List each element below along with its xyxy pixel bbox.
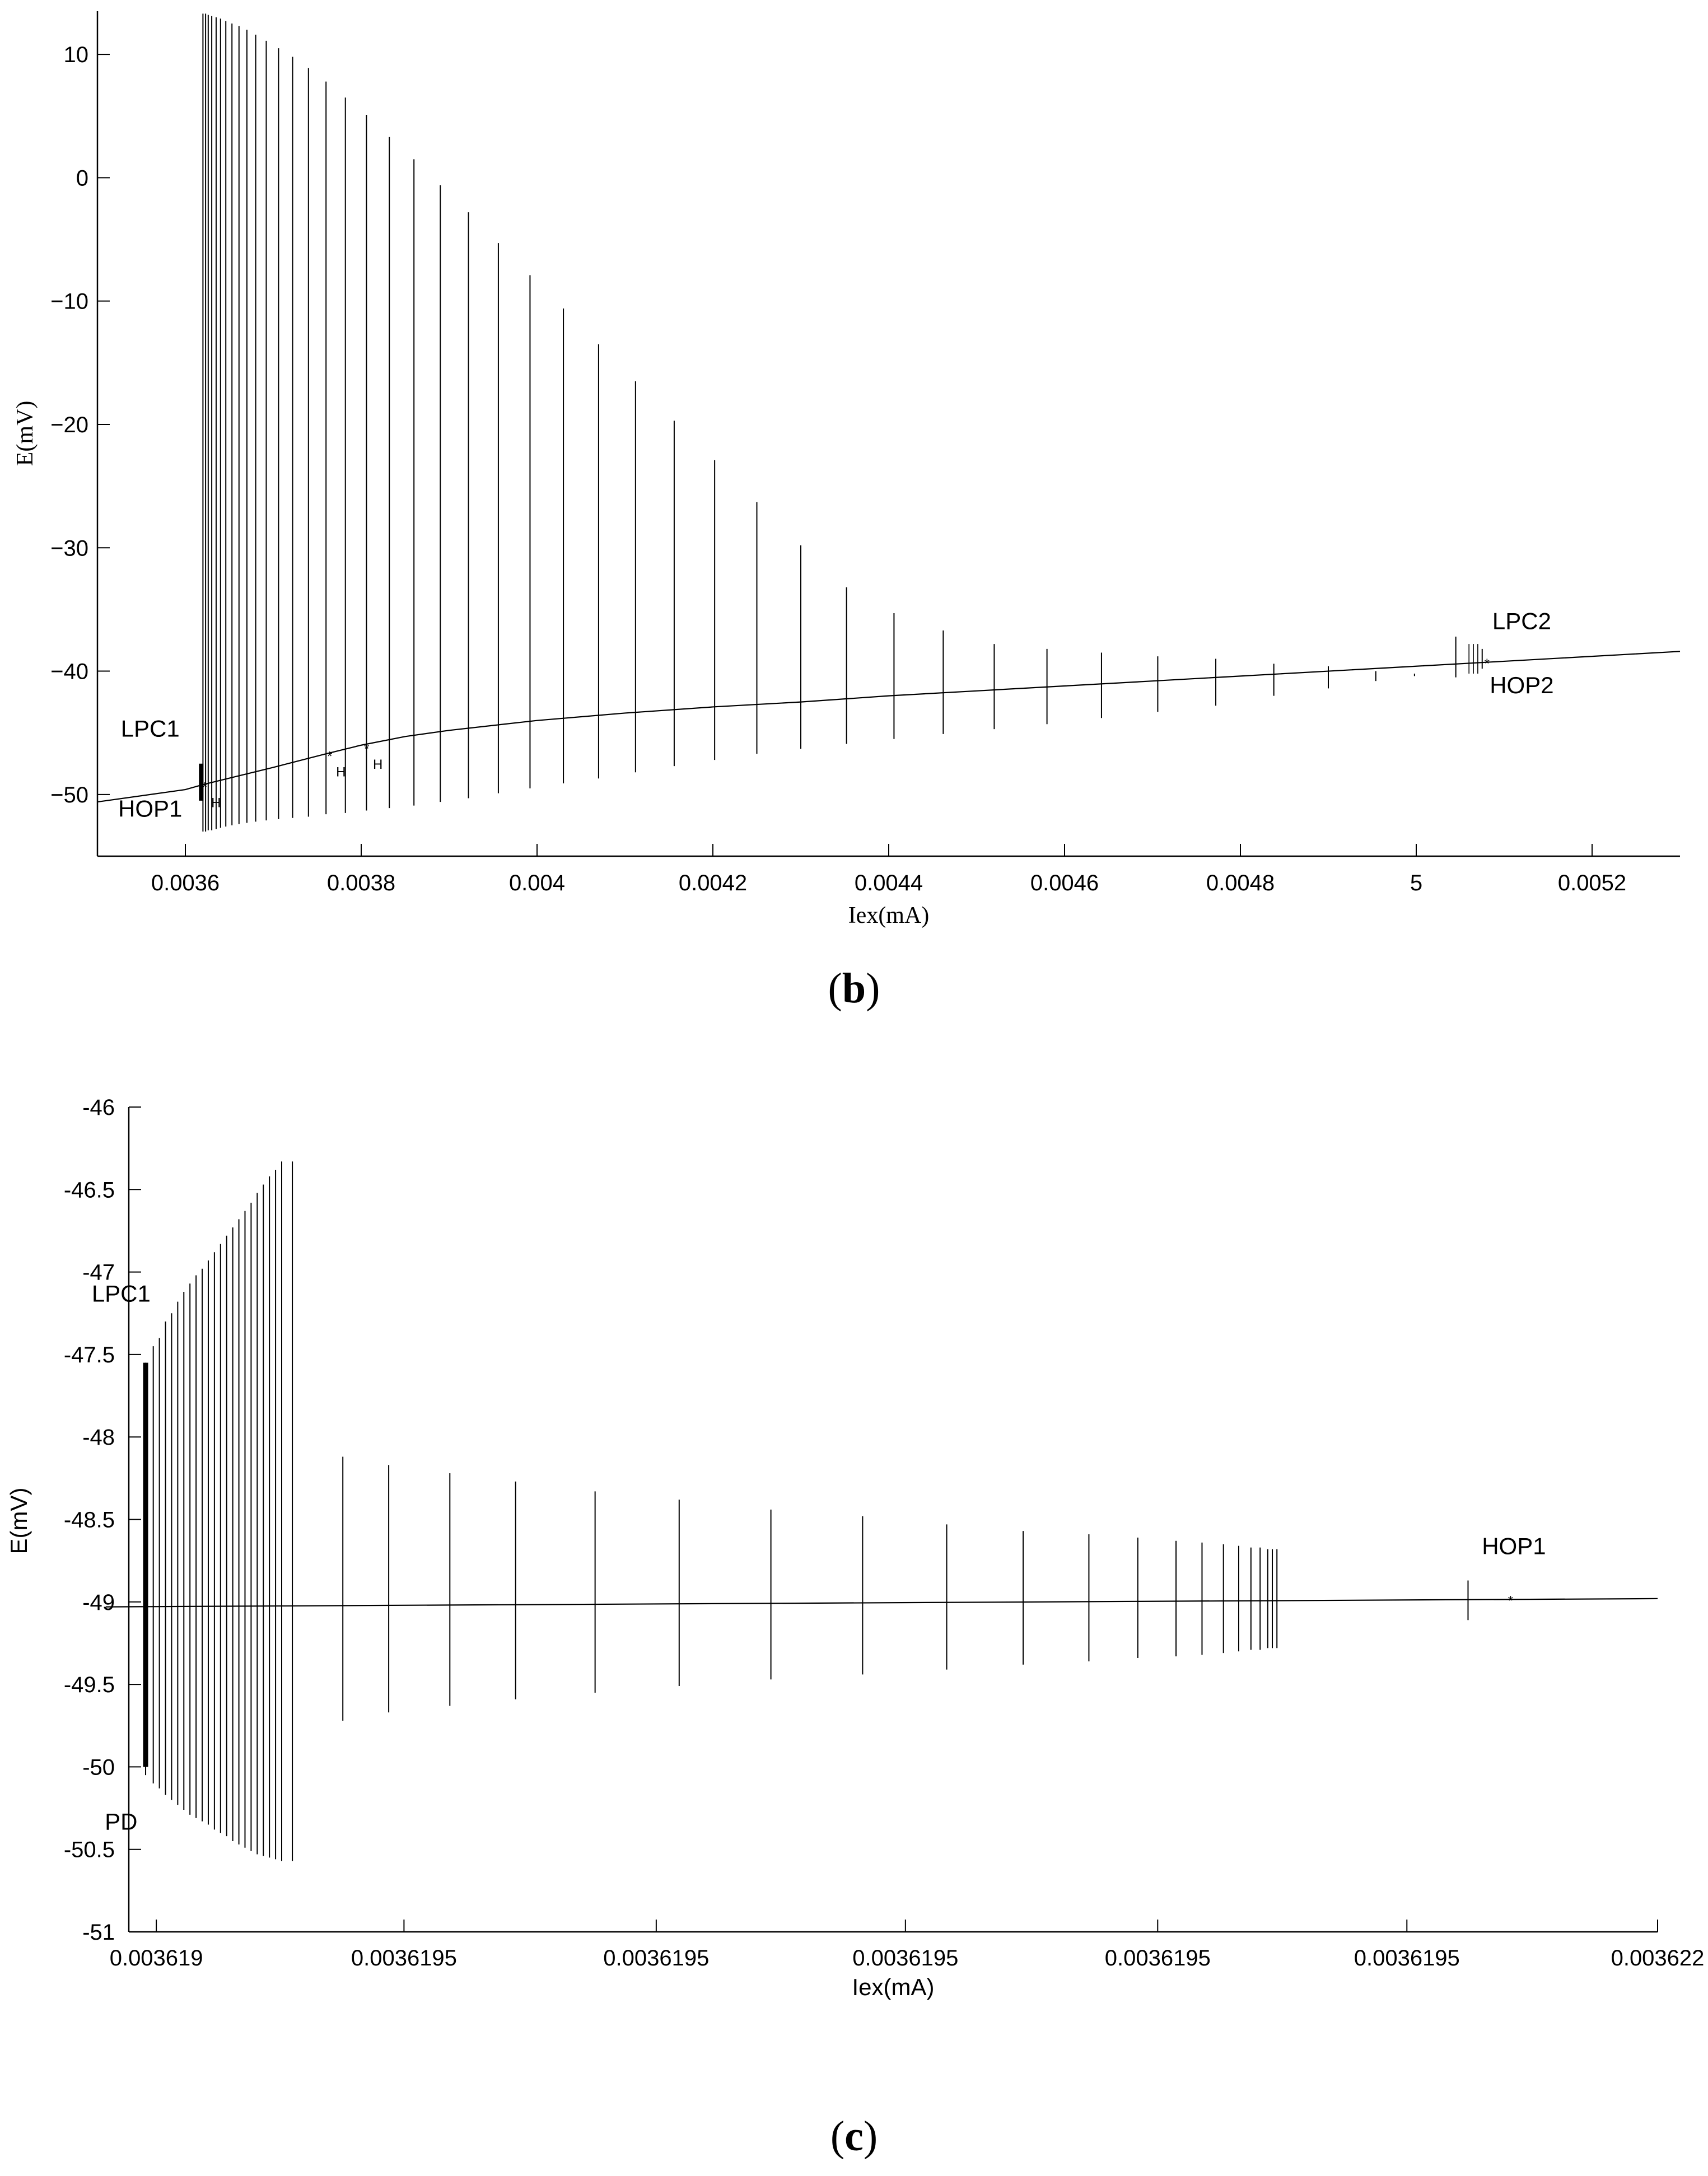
x-tick-label: 0.0036195 (1105, 1946, 1211, 1970)
y-tick-label: 10 (64, 43, 89, 67)
equilibrium-curve (97, 651, 1681, 803)
chart-panel-b: 10 0 −10 −20 −30 −40 −50 0.0036 0.0038 0.004 0.004… (12, 11, 1681, 1012)
x-tick-label: 0.004 (509, 871, 565, 895)
hopf-marker-label: H (373, 757, 382, 772)
y-tick-label: -46.5 (64, 1178, 115, 1202)
bifurcation-label: LPC1 (121, 715, 180, 741)
y-tick-label: -48.5 (64, 1508, 115, 1533)
x-tick-label: 0.003619 (110, 1946, 203, 1970)
x-tick-label: 0.0038 (327, 871, 395, 895)
y-tick-label: -51 (82, 1920, 115, 1945)
bifurcation-label: HOP1 (1482, 1533, 1546, 1559)
hopf-star-marker: * (202, 779, 207, 795)
equilibrium-curve (106, 1598, 1658, 1608)
bifurcation-label: LPC2 (1492, 608, 1551, 634)
x-tick-label: 0.0036195 (1354, 1946, 1460, 1970)
x-axis-label: Iex(mA) (848, 903, 930, 928)
bifurcation-label: HOP1 (118, 796, 182, 822)
y-tick-label: -49.5 (64, 1673, 115, 1697)
y-tick-label: −40 (50, 660, 88, 684)
x-tick-label: 0.0046 (1030, 871, 1099, 895)
hopf-star-marker: * (1508, 1593, 1513, 1608)
x-tick-label: 0.0042 (679, 871, 747, 895)
hopf-marker-label: H (211, 795, 221, 810)
y-tick-label: -46 (82, 1095, 115, 1120)
x-tick-label: 0.0044 (855, 871, 923, 895)
panel-caption-letter: b (842, 965, 866, 1012)
y-tick-label: −10 (50, 289, 88, 314)
y-tick-label: -50.5 (64, 1838, 115, 1862)
chart-panel-c: -46 -46.5 -47 -47.5 -48 -48.5 -49 -49.5 -50 -50.5… (6, 1095, 1704, 2160)
y-tick-label: -49 (82, 1590, 115, 1615)
x-tick-label: 5 (1410, 871, 1422, 895)
y-axis-label: E(mV) (12, 401, 38, 466)
x-tick-label: 0.0052 (1558, 871, 1626, 895)
x-tick-label: 0.0048 (1206, 871, 1275, 895)
x-tick-label: 0.0036195 (603, 1946, 709, 1970)
x-tick-label: 0.0036195 (351, 1946, 457, 1970)
y-tick-label: −20 (50, 413, 88, 437)
bifurcation-label: LPC1 (92, 1281, 151, 1307)
y-axis-label: E(mV) (6, 1488, 32, 1554)
y-tick-label: −30 (50, 536, 88, 561)
x-tick-label: 0.0036195 (852, 1946, 958, 1970)
bifurcation-label: PD (105, 1808, 137, 1834)
hopf-star-marker: * (1485, 656, 1490, 671)
bifurcation-label: HOP2 (1490, 672, 1553, 698)
y-tick-label: -48 (82, 1425, 115, 1450)
x-tick-label: 0.003622 (1611, 1946, 1705, 1970)
y-tick-label: −50 (50, 783, 88, 807)
panel-caption: (b) (828, 965, 880, 1012)
y-tick-label: -47.5 (64, 1343, 115, 1367)
panel-caption: (c) (830, 2113, 878, 2160)
x-axis-label: Iex(mA) (852, 1974, 935, 2000)
y-tick-label: -47 (82, 1260, 115, 1285)
y-tick-label: 0 (76, 166, 88, 190)
hopf-star-marker: * (364, 741, 369, 757)
hopf-star-marker: * (327, 749, 332, 764)
hopf-marker-label: H (336, 764, 346, 779)
y-tick-label: -50 (82, 1755, 115, 1780)
panel-caption-letter: c (844, 2113, 864, 2160)
x-tick-label: 0.0036 (151, 871, 220, 895)
